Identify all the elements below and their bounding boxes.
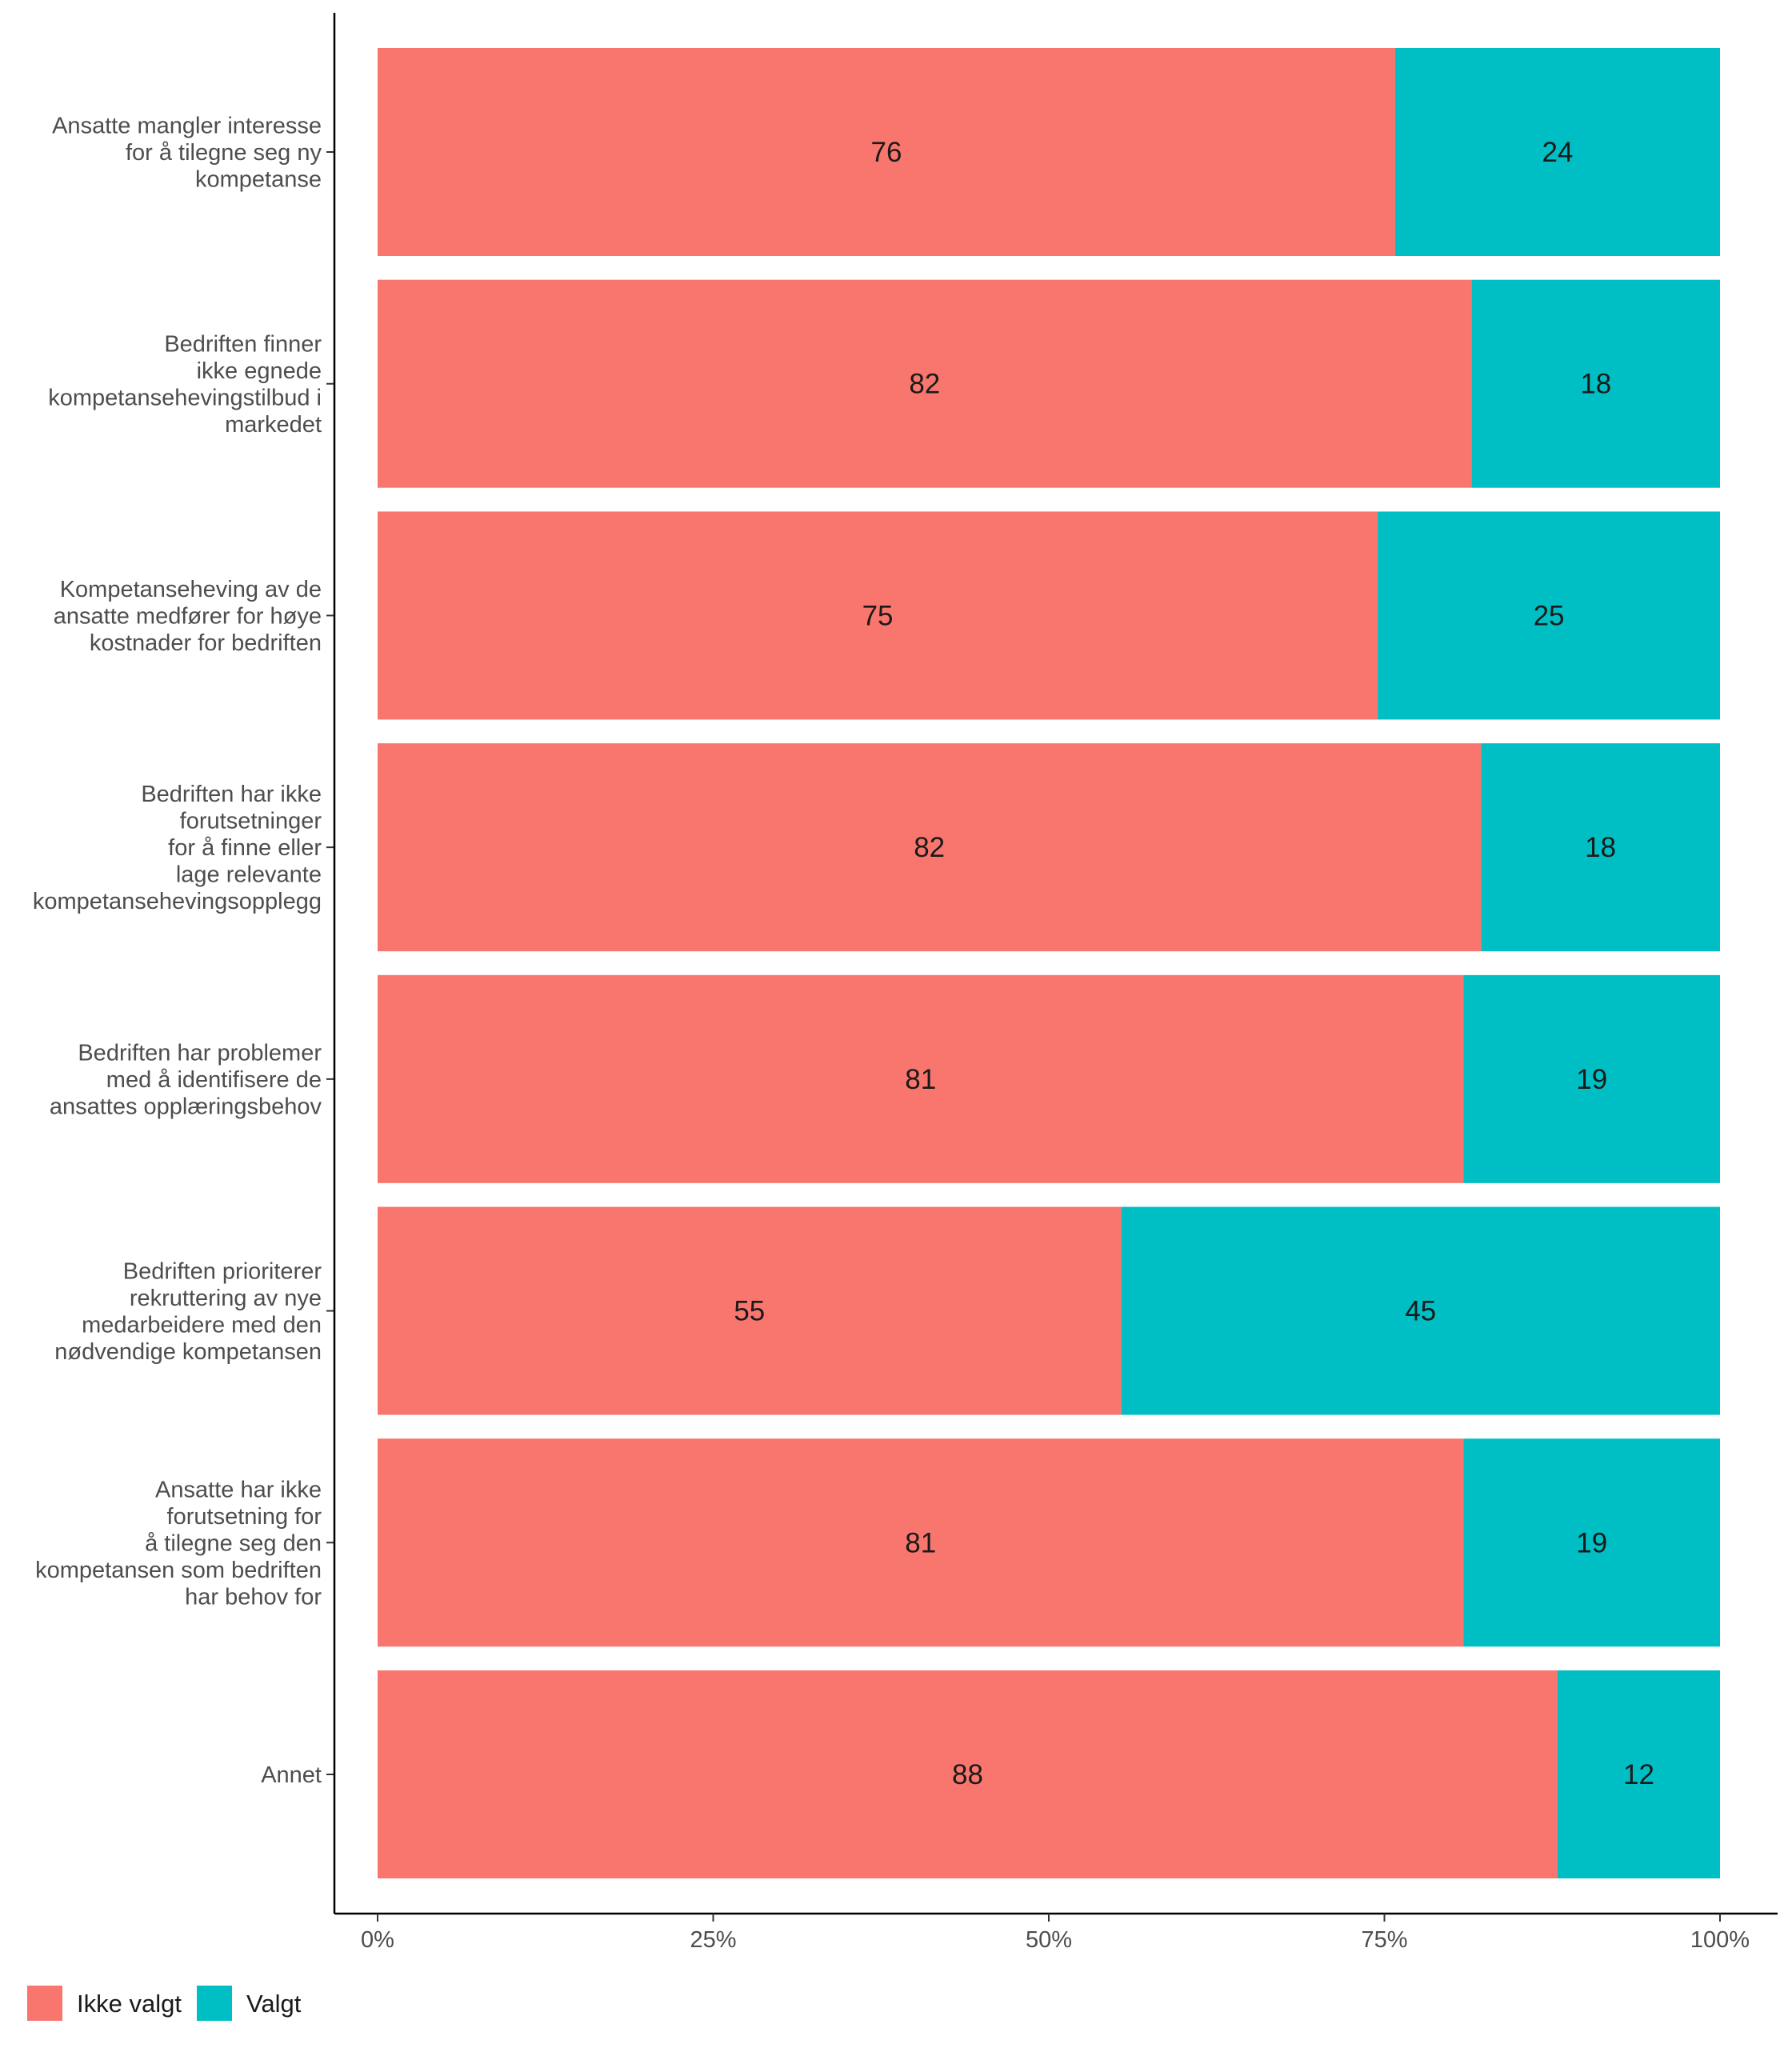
bar-ikke-valgt-7: [378, 1438, 1464, 1647]
legend-label: Ikke valgt: [77, 1990, 182, 2018]
legend: Ikke valgt Valgt: [27, 1986, 302, 2021]
bar-value-label: 82: [914, 832, 945, 863]
bar-ikke-valgt-5: [378, 974, 1464, 1183]
bar-ikke-valgt-4: [378, 743, 1482, 952]
bar-value-label: 25: [1534, 600, 1565, 631]
bar-value-label: 18: [1580, 369, 1611, 400]
x-tick-label: 75%: [1361, 1927, 1407, 1953]
category-label: Ansatte mangler interesse for å tilegne s…: [52, 114, 322, 193]
category-label: Ansatte har ikke forutsetning for å tilegn…: [35, 1477, 322, 1610]
bar-valgt-6: [1121, 1206, 1720, 1415]
bar-valgt-2: [1471, 279, 1720, 488]
bar-value-label: 75: [862, 600, 894, 631]
legend-label: Valgt: [246, 1990, 302, 2018]
legend-swatch-valgt: [197, 1986, 232, 2021]
bar-value-label: 12: [1623, 1759, 1654, 1790]
bar-valgt-7: [1463, 1438, 1720, 1647]
bar-value-label: 19: [1576, 1064, 1607, 1095]
bar-ikke-valgt-1: [378, 48, 1395, 256]
x-tick-label: 50%: [1026, 1927, 1072, 1953]
bar-ikke-valgt-3: [378, 511, 1378, 720]
x-axis: 0% 25% 50% 75% 100%: [334, 1912, 1778, 1953]
bar-value-label: 81: [905, 1527, 936, 1558]
bar-ikke-valgt-8: [378, 1670, 1558, 1878]
legend-swatch-ikke-valgt: [27, 1986, 62, 2021]
bar-ikke-valgt-2: [378, 279, 1472, 488]
bar-valgt-5: [1463, 974, 1720, 1183]
category-label: Kompetanseheving av de ansatte medfører f…: [54, 577, 322, 656]
bar-ikke-valgt-6: [378, 1206, 1122, 1415]
bar-valgt-4: [1481, 743, 1720, 952]
x-tick-label: 0%: [361, 1927, 394, 1953]
x-tick-label: 25%: [690, 1927, 736, 1953]
bar-value-label: 55: [734, 1296, 765, 1327]
bar-value-label: 82: [909, 369, 940, 400]
x-tick-label: 100%: [1690, 1927, 1750, 1953]
category-label: Bedriften har ikke forutsetninger for å fi…: [33, 782, 322, 914]
bar-value-label: 76: [870, 137, 902, 168]
bar-value-label: 24: [1542, 137, 1573, 168]
bar-value-label: 19: [1576, 1527, 1607, 1558]
bar-valgt-3: [1378, 511, 1720, 720]
category-label: Bedriften har problemer med å identifiser…: [50, 1040, 322, 1119]
bar-value-label: 18: [1585, 832, 1616, 863]
category-label: Bedriften prioriterer rekruttering av nye…: [54, 1258, 322, 1365]
bar-value-label: 81: [905, 1064, 936, 1095]
bar-value-label: 88: [952, 1759, 983, 1790]
bar-labels-layer: 76 24 82 18 75 25 82 18 81 19 55 45 81 19 88 12: [734, 137, 1654, 1790]
bar-valgt-1: [1394, 48, 1720, 256]
category-label: Bedriften finner ikke egnede kompetansehev…: [48, 331, 322, 438]
y-axis: Ansatte mangler interesse for å tilegne s…: [33, 13, 336, 1914]
bar-value-label: 45: [1405, 1296, 1436, 1327]
bar-valgt-8: [1557, 1670, 1720, 1878]
bars-layer: [378, 48, 1720, 1878]
category-label: Annet: [261, 1762, 322, 1788]
